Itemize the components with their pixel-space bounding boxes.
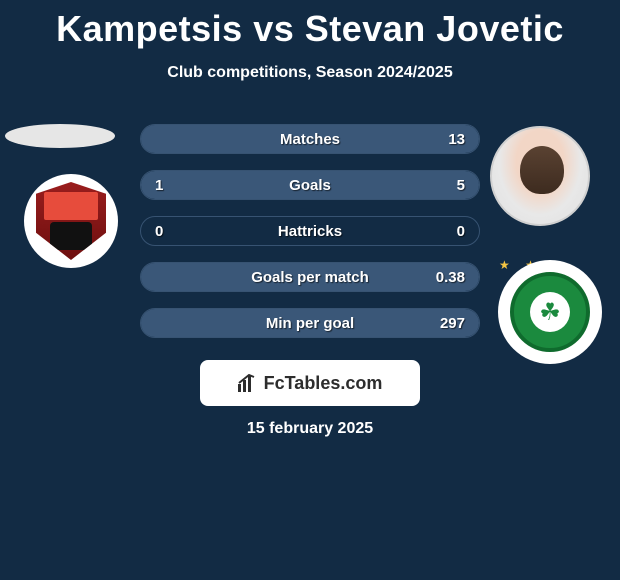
stat-row: 0Hattricks0 — [140, 216, 480, 246]
shield-icon — [36, 182, 106, 260]
stat-label: Goals — [207, 177, 413, 194]
stat-row: 1Goals5 — [140, 170, 480, 200]
stat-value-right: 0.38 — [413, 269, 473, 286]
page-title: Kampetsis vs Stevan Jovetic — [0, 0, 620, 50]
club-badge-right — [498, 260, 602, 364]
stat-label: Matches — [207, 131, 413, 148]
avatar-left — [5, 124, 115, 148]
stat-label: Min per goal — [207, 315, 413, 332]
stat-label: Hattricks — [207, 223, 413, 240]
stat-row: Matches13 — [140, 124, 480, 154]
chart-icon — [238, 374, 258, 392]
club-badge-left — [24, 174, 118, 268]
stat-label: Goals per match — [207, 269, 413, 286]
date-text: 15 february 2025 — [0, 420, 620, 438]
stat-value-left: 1 — [147, 177, 207, 194]
subtitle: Club competitions, Season 2024/2025 — [0, 64, 620, 82]
brand-badge: FcTables.com — [200, 360, 420, 406]
stats-list: Matches13 1Goals5 0Hattricks0 Goals per mat… — [140, 124, 480, 354]
avatar-right — [490, 126, 590, 226]
stat-row: Goals per match0.38 — [140, 262, 480, 292]
clover-icon — [510, 272, 590, 352]
stat-value-right: 5 — [413, 177, 473, 194]
brand-text: FcTables.com — [264, 373, 383, 394]
stat-row: Min per goal297 — [140, 308, 480, 338]
stat-value-right: 297 — [413, 315, 473, 332]
stat-value-left: 0 — [147, 223, 207, 240]
stat-value-right: 13 — [413, 131, 473, 148]
stat-value-right: 0 — [413, 223, 473, 240]
